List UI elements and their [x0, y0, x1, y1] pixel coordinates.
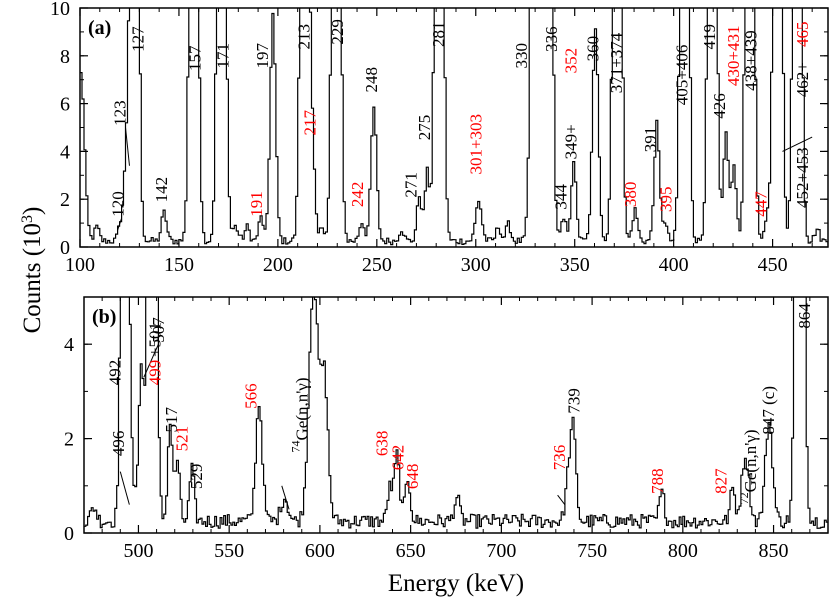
peak-label: 419 [700, 24, 719, 50]
peak-label: 499 [145, 360, 164, 386]
peak-label: 197 [253, 43, 272, 69]
spectrum-line-a [80, 8, 828, 246]
leader-line [143, 343, 159, 378]
leader-line [117, 218, 123, 231]
peak-label: 371+374 [607, 32, 626, 93]
x-tick-label: 200 [263, 254, 293, 276]
peak-label: 213 [294, 24, 313, 50]
peak-label: 507 [149, 317, 168, 343]
x-tick-label: 750 [577, 540, 607, 562]
peak-label: 352 [562, 48, 581, 74]
peak-label: 739 [565, 388, 584, 414]
peak-label: 452+453 [793, 147, 812, 208]
peak-label: 438+439 [742, 30, 761, 91]
peak-label: 517 [162, 406, 181, 432]
peak-label: 349+ [562, 124, 581, 159]
x-tick-label: 300 [461, 254, 491, 276]
peak-label: 391 [641, 127, 660, 153]
x-tick-label: 700 [486, 540, 516, 562]
x-tick-label: 150 [164, 254, 194, 276]
peak-label: 275 [415, 115, 434, 141]
peak-label: 248 [362, 67, 381, 93]
panel-label: (a) [88, 17, 111, 39]
x-tick-label: 850 [759, 540, 789, 562]
y-axis-label: Counts (103) [19, 207, 47, 334]
leader-line [125, 127, 130, 166]
peak-label: 827 [712, 468, 731, 494]
x-tick-label: 550 [214, 540, 244, 562]
peak-label: 380 [621, 182, 640, 208]
peak-label: 492 [106, 360, 125, 386]
x-tick-label: 250 [362, 254, 392, 276]
peak-label: 430+431 [724, 26, 743, 87]
x-tick-label: 100 [65, 254, 95, 276]
peak-label: 336 [542, 26, 561, 52]
peak-label: 330 [512, 43, 531, 69]
peak-label: 648 [403, 464, 422, 490]
peak-label: 157 [186, 45, 205, 71]
panel-a: 100 150 200 250 300 350 400 450 0 2 4 6 8 10 (a) 120 123… [50, 0, 829, 276]
peak-label: 736 [550, 445, 569, 471]
x-axis-label: Energy (keV) [388, 570, 524, 597]
y-tick-label: 8 [60, 46, 70, 68]
peak-label: 123 [110, 100, 129, 126]
peak-label: 171 [213, 43, 232, 69]
leader-line [782, 136, 813, 152]
peak-label: 217 [300, 109, 319, 135]
peak-label: 521 [173, 426, 192, 452]
peak-label: 301+303 [467, 114, 486, 175]
y-tick-label: 2 [60, 189, 70, 211]
panel-b: 500 550 600 650 700 750 800 850 0 2 4 (b) 492 496 507 4… [64, 296, 829, 597]
leader-line [281, 485, 290, 510]
peak-label: 465 [793, 22, 812, 48]
peak-label: 405+406 [672, 45, 691, 106]
peak-label: 462+ [793, 62, 812, 97]
peak-label: 229 [328, 19, 347, 45]
y-tick-label: 0 [64, 523, 74, 545]
peak-label: 447 [752, 191, 771, 217]
peak-label: 120 [108, 191, 127, 217]
peak-label: 360 [583, 36, 602, 62]
leader-line [119, 471, 130, 505]
peak-label: 281 [429, 22, 448, 48]
y-tick-label: 0 [60, 237, 70, 259]
x-tick-label: 600 [305, 540, 335, 562]
peak-label: 142 [152, 177, 171, 203]
leader-line [557, 494, 566, 505]
peak-label: 847 (c) [759, 386, 778, 435]
peak-label: 344 [552, 184, 571, 210]
peak-label: 566 [242, 383, 261, 409]
plot-frame [83, 296, 829, 534]
peak-label: +501 [145, 322, 164, 357]
x-tick-label: 650 [396, 540, 426, 562]
peak-label: 642 [389, 445, 408, 471]
peak-label: 864 [795, 303, 814, 329]
ge-reaction-label: 74Ge(n,n'γ) [288, 378, 311, 453]
y-tick-label: 2 [64, 429, 74, 451]
peak-label: 788 [648, 468, 667, 494]
peak-label: 191 [247, 191, 266, 217]
y-tick-label: 4 [64, 334, 74, 356]
x-tick-label: 800 [668, 540, 698, 562]
peak-label: 529 [187, 464, 206, 490]
peak-label: 395 [657, 186, 676, 212]
y-tick-label: 10 [50, 0, 70, 20]
ge-reaction-label: 72Ge(n,n'γ) [737, 429, 760, 504]
y-tick-label: 6 [60, 94, 70, 116]
peak-label: 496 [109, 431, 128, 457]
x-tick-label: 450 [758, 254, 788, 276]
peak-label: 127 [128, 26, 147, 52]
x-tick-label: 500 [123, 540, 153, 562]
peak-label: 242 [348, 182, 367, 208]
x-tick-label: 350 [560, 254, 590, 276]
x-tick-label: 400 [659, 254, 689, 276]
panel-label: (b) [92, 306, 116, 328]
peak-label: 638 [372, 431, 391, 457]
spectrum-line-b [84, 297, 828, 529]
peak-label: 271 [401, 172, 420, 198]
y-tick-label: 4 [60, 141, 70, 163]
peak-label: 426 [710, 93, 729, 119]
